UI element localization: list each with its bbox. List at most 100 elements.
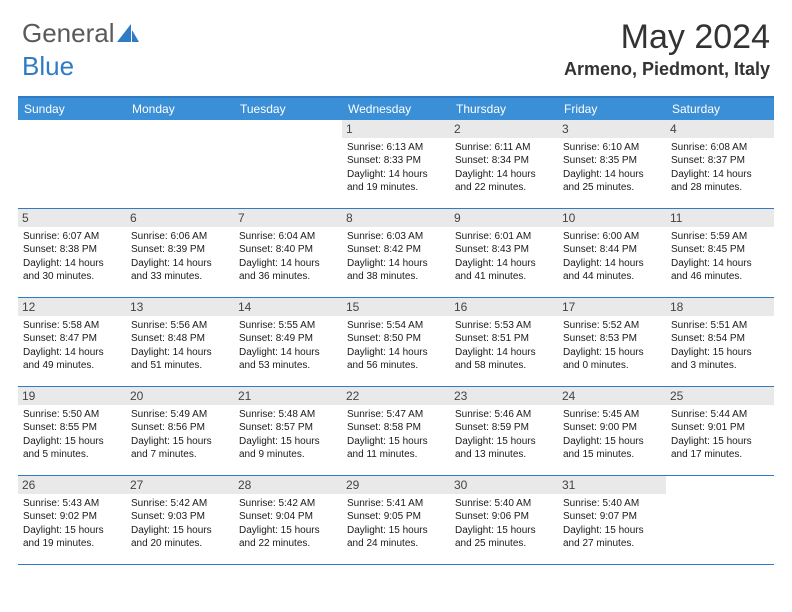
daylight-line: Daylight: 15 hours and 7 minutes. <box>131 435 229 462</box>
daylight-line: Daylight: 15 hours and 20 minutes. <box>131 524 229 551</box>
sunrise-line: Sunrise: 5:51 AM <box>671 319 769 333</box>
day-header: Wednesday <box>342 98 450 120</box>
sunrise-line: Sunrise: 6:06 AM <box>131 230 229 244</box>
sunset-line: Sunset: 8:49 PM <box>239 332 337 346</box>
sunrise-line: Sunrise: 5:54 AM <box>347 319 445 333</box>
sunset-line: Sunset: 8:58 PM <box>347 421 445 435</box>
daylight-line: Daylight: 14 hours and 53 minutes. <box>239 346 337 373</box>
day-number: 5 <box>18 209 126 227</box>
sunrise-line: Sunrise: 6:08 AM <box>671 141 769 155</box>
sunset-line: Sunset: 8:34 PM <box>455 154 553 168</box>
day-number: 28 <box>234 476 342 494</box>
daylight-line: Daylight: 14 hours and 38 minutes. <box>347 257 445 284</box>
daylight-line: Daylight: 14 hours and 33 minutes. <box>131 257 229 284</box>
day-cell: 25Sunrise: 5:44 AMSunset: 9:01 PMDayligh… <box>666 387 774 475</box>
sunrise-line: Sunrise: 5:52 AM <box>563 319 661 333</box>
day-cell: 5Sunrise: 6:07 AMSunset: 8:38 PMDaylight… <box>18 209 126 297</box>
sunset-line: Sunset: 8:37 PM <box>671 154 769 168</box>
sunset-line: Sunset: 8:33 PM <box>347 154 445 168</box>
sunset-line: Sunset: 8:45 PM <box>671 243 769 257</box>
day-number: 10 <box>558 209 666 227</box>
week-row: ...1Sunrise: 6:13 AMSunset: 8:33 PMDayli… <box>18 120 774 209</box>
sunset-line: Sunset: 8:51 PM <box>455 332 553 346</box>
location: Armeno, Piedmont, Italy <box>564 59 770 80</box>
sunrise-line: Sunrise: 6:10 AM <box>563 141 661 155</box>
logo-sail-icon <box>117 20 141 51</box>
daylight-line: Daylight: 14 hours and 28 minutes. <box>671 168 769 195</box>
day-cell: 27Sunrise: 5:42 AMSunset: 9:03 PMDayligh… <box>126 476 234 564</box>
daylight-line: Daylight: 14 hours and 19 minutes. <box>347 168 445 195</box>
daylight-line: Daylight: 15 hours and 25 minutes. <box>455 524 553 551</box>
day-header: Saturday <box>666 98 774 120</box>
day-number: 17 <box>558 298 666 316</box>
sunset-line: Sunset: 8:40 PM <box>239 243 337 257</box>
sunset-line: Sunset: 8:44 PM <box>563 243 661 257</box>
sunrise-line: Sunrise: 5:48 AM <box>239 408 337 422</box>
day-cell: 28Sunrise: 5:42 AMSunset: 9:04 PMDayligh… <box>234 476 342 564</box>
week-row: 5Sunrise: 6:07 AMSunset: 8:38 PMDaylight… <box>18 209 774 298</box>
sunset-line: Sunset: 8:54 PM <box>671 332 769 346</box>
day-cell: 26Sunrise: 5:43 AMSunset: 9:02 PMDayligh… <box>18 476 126 564</box>
day-number: 4 <box>666 120 774 138</box>
daylight-line: Daylight: 14 hours and 30 minutes. <box>23 257 121 284</box>
sunrise-line: Sunrise: 5:42 AM <box>131 497 229 511</box>
day-number: 7 <box>234 209 342 227</box>
day-cell: 15Sunrise: 5:54 AMSunset: 8:50 PMDayligh… <box>342 298 450 386</box>
daylight-line: Daylight: 14 hours and 51 minutes. <box>131 346 229 373</box>
daylight-line: Daylight: 15 hours and 9 minutes. <box>239 435 337 462</box>
logo: GeneralBlue <box>22 18 141 82</box>
sunset-line: Sunset: 8:42 PM <box>347 243 445 257</box>
day-number: 9 <box>450 209 558 227</box>
sunrise-line: Sunrise: 6:01 AM <box>455 230 553 244</box>
sunrise-line: Sunrise: 5:41 AM <box>347 497 445 511</box>
sunset-line: Sunset: 8:57 PM <box>239 421 337 435</box>
day-number: 29 <box>342 476 450 494</box>
day-cell: . <box>234 120 342 208</box>
day-cell: 22Sunrise: 5:47 AMSunset: 8:58 PMDayligh… <box>342 387 450 475</box>
sunrise-line: Sunrise: 6:04 AM <box>239 230 337 244</box>
day-number: 31 <box>558 476 666 494</box>
sunset-line: Sunset: 9:03 PM <box>131 510 229 524</box>
day-number: 18 <box>666 298 774 316</box>
daylight-line: Daylight: 15 hours and 0 minutes. <box>563 346 661 373</box>
sunrise-line: Sunrise: 5:49 AM <box>131 408 229 422</box>
day-number: 25 <box>666 387 774 405</box>
daylight-line: Daylight: 14 hours and 41 minutes. <box>455 257 553 284</box>
logo-word-2: Blue <box>22 51 74 81</box>
day-cell: 10Sunrise: 6:00 AMSunset: 8:44 PMDayligh… <box>558 209 666 297</box>
day-header: Monday <box>126 98 234 120</box>
day-cell: 7Sunrise: 6:04 AMSunset: 8:40 PMDaylight… <box>234 209 342 297</box>
daylight-line: Daylight: 15 hours and 15 minutes. <box>563 435 661 462</box>
sunset-line: Sunset: 8:47 PM <box>23 332 121 346</box>
daylight-line: Daylight: 15 hours and 19 minutes. <box>23 524 121 551</box>
week-row: 19Sunrise: 5:50 AMSunset: 8:55 PMDayligh… <box>18 387 774 476</box>
day-cell: 29Sunrise: 5:41 AMSunset: 9:05 PMDayligh… <box>342 476 450 564</box>
sunset-line: Sunset: 8:35 PM <box>563 154 661 168</box>
daylight-line: Daylight: 15 hours and 22 minutes. <box>239 524 337 551</box>
sunset-line: Sunset: 8:43 PM <box>455 243 553 257</box>
sunset-line: Sunset: 9:06 PM <box>455 510 553 524</box>
daylight-line: Daylight: 14 hours and 44 minutes. <box>563 257 661 284</box>
day-header: Tuesday <box>234 98 342 120</box>
sunrise-line: Sunrise: 5:50 AM <box>23 408 121 422</box>
day-header-row: SundayMondayTuesdayWednesdayThursdayFrid… <box>18 98 774 120</box>
daylight-line: Daylight: 15 hours and 17 minutes. <box>671 435 769 462</box>
day-cell: 2Sunrise: 6:11 AMSunset: 8:34 PMDaylight… <box>450 120 558 208</box>
sunrise-line: Sunrise: 5:44 AM <box>671 408 769 422</box>
day-cell: 9 Sunrise: 6:01 AMSunset: 8:43 PMDaylight… <box>450 209 558 297</box>
daylight-line: Daylight: 14 hours and 49 minutes. <box>23 346 121 373</box>
sunset-line: Sunset: 8:50 PM <box>347 332 445 346</box>
sunset-line: Sunset: 8:56 PM <box>131 421 229 435</box>
header: GeneralBlue May 2024 Armeno, Piedmont, I… <box>0 0 792 88</box>
daylight-line: Daylight: 14 hours and 46 minutes. <box>671 257 769 284</box>
sunrise-line: Sunrise: 6:13 AM <box>347 141 445 155</box>
day-number: 8 <box>342 209 450 227</box>
sunset-line: Sunset: 8:39 PM <box>131 243 229 257</box>
sunset-line: Sunset: 9:05 PM <box>347 510 445 524</box>
day-number: 30 <box>450 476 558 494</box>
day-cell: 17Sunrise: 5:52 AMSunset: 8:53 PMDayligh… <box>558 298 666 386</box>
day-cell: 18Sunrise: 5:51 AMSunset: 8:54 PMDayligh… <box>666 298 774 386</box>
daylight-line: Daylight: 14 hours and 22 minutes. <box>455 168 553 195</box>
sunset-line: Sunset: 9:00 PM <box>563 421 661 435</box>
day-cell: 23Sunrise: 5:46 AMSunset: 8:59 PMDayligh… <box>450 387 558 475</box>
